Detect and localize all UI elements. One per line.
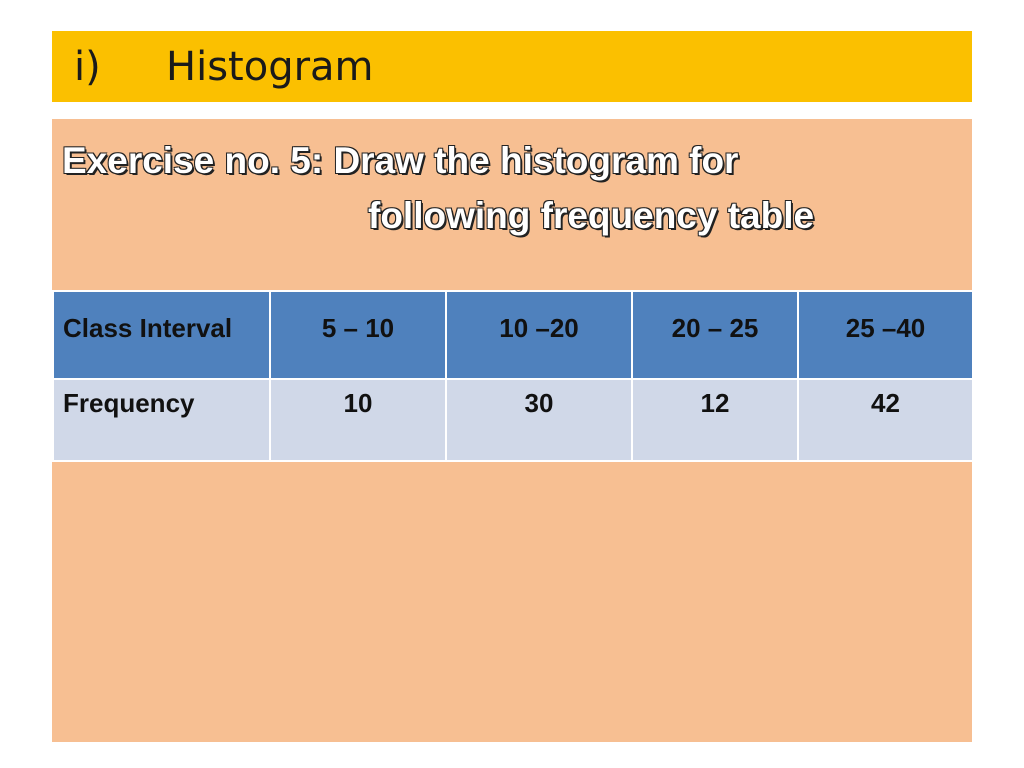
row-label: Frequency [52,378,271,462]
row-cell: 10 [269,378,447,462]
header-cell: 25 –40 [797,290,974,380]
frequency-table: Class Interval 5 – 10 10 –20 20 – 25 25 … [52,290,974,462]
title-bar: i) Histogram [52,31,972,102]
exercise-line-1: Exercise no. 5: Draw the histogram for [62,140,739,181]
row-cell: 30 [445,378,633,462]
table-header-row: Class Interval 5 – 10 10 –20 20 – 25 25 … [52,290,974,380]
table-row: Frequency 10 30 12 42 [52,378,974,462]
row-cell: 42 [797,378,974,462]
header-label: Class Interval [52,290,271,380]
header-cell: 10 –20 [445,290,633,380]
header-cell: 5 – 10 [269,290,447,380]
page-title: Histogram [166,43,374,90]
row-cell: 12 [631,378,799,462]
exercise-line-2: following frequency table [368,195,815,236]
title-number: i) [74,43,101,90]
exercise-prompt: Exercise no. 5: Draw the histogram for f… [62,133,942,243]
header-cell: 20 – 25 [631,290,799,380]
